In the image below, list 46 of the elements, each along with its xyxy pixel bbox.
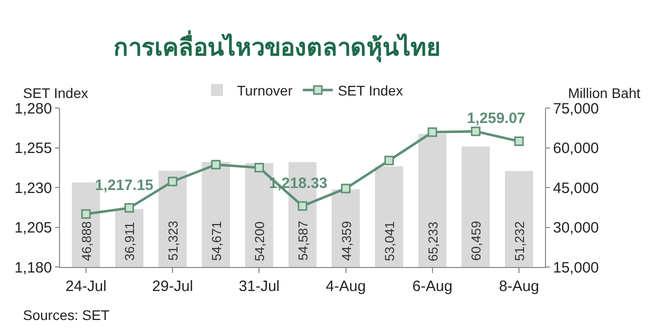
annotation: 1,217.15 bbox=[95, 177, 154, 194]
y2-axis-title: Million Baht bbox=[568, 85, 640, 101]
chart-title: การเคลื่อนไหวของตลาดหุ้นไทย bbox=[114, 29, 441, 64]
y-tick-label: 1,205 bbox=[14, 220, 52, 236]
x-tick-label: 31-Jul bbox=[238, 278, 280, 295]
data-label: 54,200 bbox=[252, 221, 268, 262]
x-tick-label: 6-Aug bbox=[412, 278, 452, 295]
legend-label: SET Index bbox=[338, 82, 403, 98]
data-label: 65,233 bbox=[425, 222, 440, 262]
point bbox=[428, 127, 438, 137]
point bbox=[81, 209, 91, 219]
y2-tick-label: 75,000 bbox=[553, 100, 599, 118]
y-tick-label: 1,180 bbox=[14, 259, 52, 276]
y-tick-label: 1,230 bbox=[14, 180, 52, 197]
point bbox=[470, 126, 480, 136]
data-label: 53,041 bbox=[382, 221, 398, 262]
point bbox=[124, 203, 134, 213]
point bbox=[341, 184, 351, 194]
source-note: Sources: SET bbox=[23, 307, 110, 323]
x-tick-label: 29-Jul bbox=[152, 278, 194, 295]
data-label: 54,587 bbox=[296, 220, 310, 260]
point bbox=[298, 201, 308, 211]
point bbox=[168, 176, 178, 186]
x-tick-label: 4-Aug bbox=[326, 278, 366, 295]
legend-label: Turnover bbox=[237, 82, 293, 98]
data-label: 51,323 bbox=[166, 220, 181, 261]
point bbox=[384, 156, 394, 166]
data-label: 60,459 bbox=[468, 220, 484, 261]
y2-tick-label: 60,000 bbox=[553, 140, 599, 157]
data-label: 51,232 bbox=[512, 221, 528, 262]
data-label: 54,671 bbox=[208, 221, 224, 261]
y2-tick-label: 45,000 bbox=[553, 180, 599, 197]
x-tick-label: 8-Aug bbox=[499, 278, 540, 295]
point bbox=[514, 136, 524, 146]
data-label: 44,359 bbox=[338, 221, 354, 261]
y-tick-label: 1,255 bbox=[14, 140, 52, 157]
y2-tick-label: 15,000 bbox=[553, 259, 599, 276]
point bbox=[254, 162, 264, 172]
x-tick-label: 24-Jul bbox=[66, 278, 106, 295]
y-tick-label: 1,280 bbox=[14, 100, 52, 118]
data-label: 46,888 bbox=[78, 221, 94, 261]
point bbox=[211, 160, 221, 170]
annotation: 1,259.07 bbox=[467, 110, 526, 127]
y-axis-title: SET Index bbox=[23, 85, 88, 101]
data-label: 36,911 bbox=[122, 222, 137, 261]
y2-tick-label: 30,000 bbox=[553, 220, 599, 236]
